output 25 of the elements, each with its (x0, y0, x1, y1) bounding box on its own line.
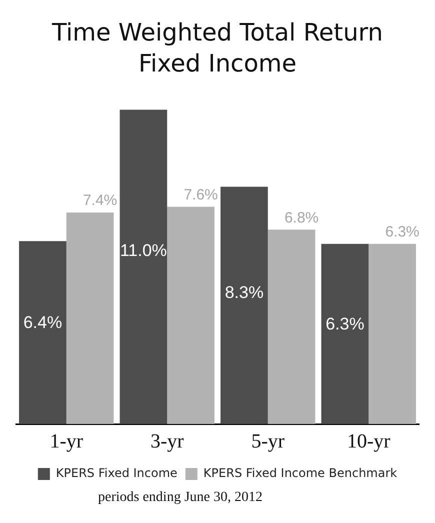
data-label: 7.4% (82, 192, 118, 210)
bar (120, 110, 168, 424)
x-tick-label: 3-yr (150, 430, 184, 452)
x-tick-label: 10-yr (346, 430, 391, 452)
text: periods ending June 30, 2012 (97, 490, 264, 506)
chart-title: Time Weighted Total Return (51, 18, 383, 47)
legend-label: KPERS Fixed Income (56, 466, 178, 480)
x-tick-label: 1-yr (50, 430, 84, 452)
bar (321, 244, 369, 424)
bar (368, 244, 416, 424)
data-label: 6.3% (326, 314, 364, 334)
x-tick-label: 5-yr (251, 430, 285, 452)
chart-subtitle: Fixed Income (138, 49, 297, 78)
data-label: 6.8% (284, 209, 319, 226)
data-label: 11.0% (120, 240, 167, 260)
bar (19, 241, 66, 424)
bar (66, 212, 114, 424)
bar (167, 206, 214, 424)
data-label: 6.4% (23, 313, 62, 332)
data-label: 6.3% (385, 224, 420, 241)
bar (268, 230, 316, 424)
data-label: 7.6% (184, 186, 218, 204)
legend-label: KPERS Fixed Income Benchmark (203, 466, 398, 480)
bar (220, 186, 268, 424)
data-label: 8.3% (224, 283, 264, 302)
